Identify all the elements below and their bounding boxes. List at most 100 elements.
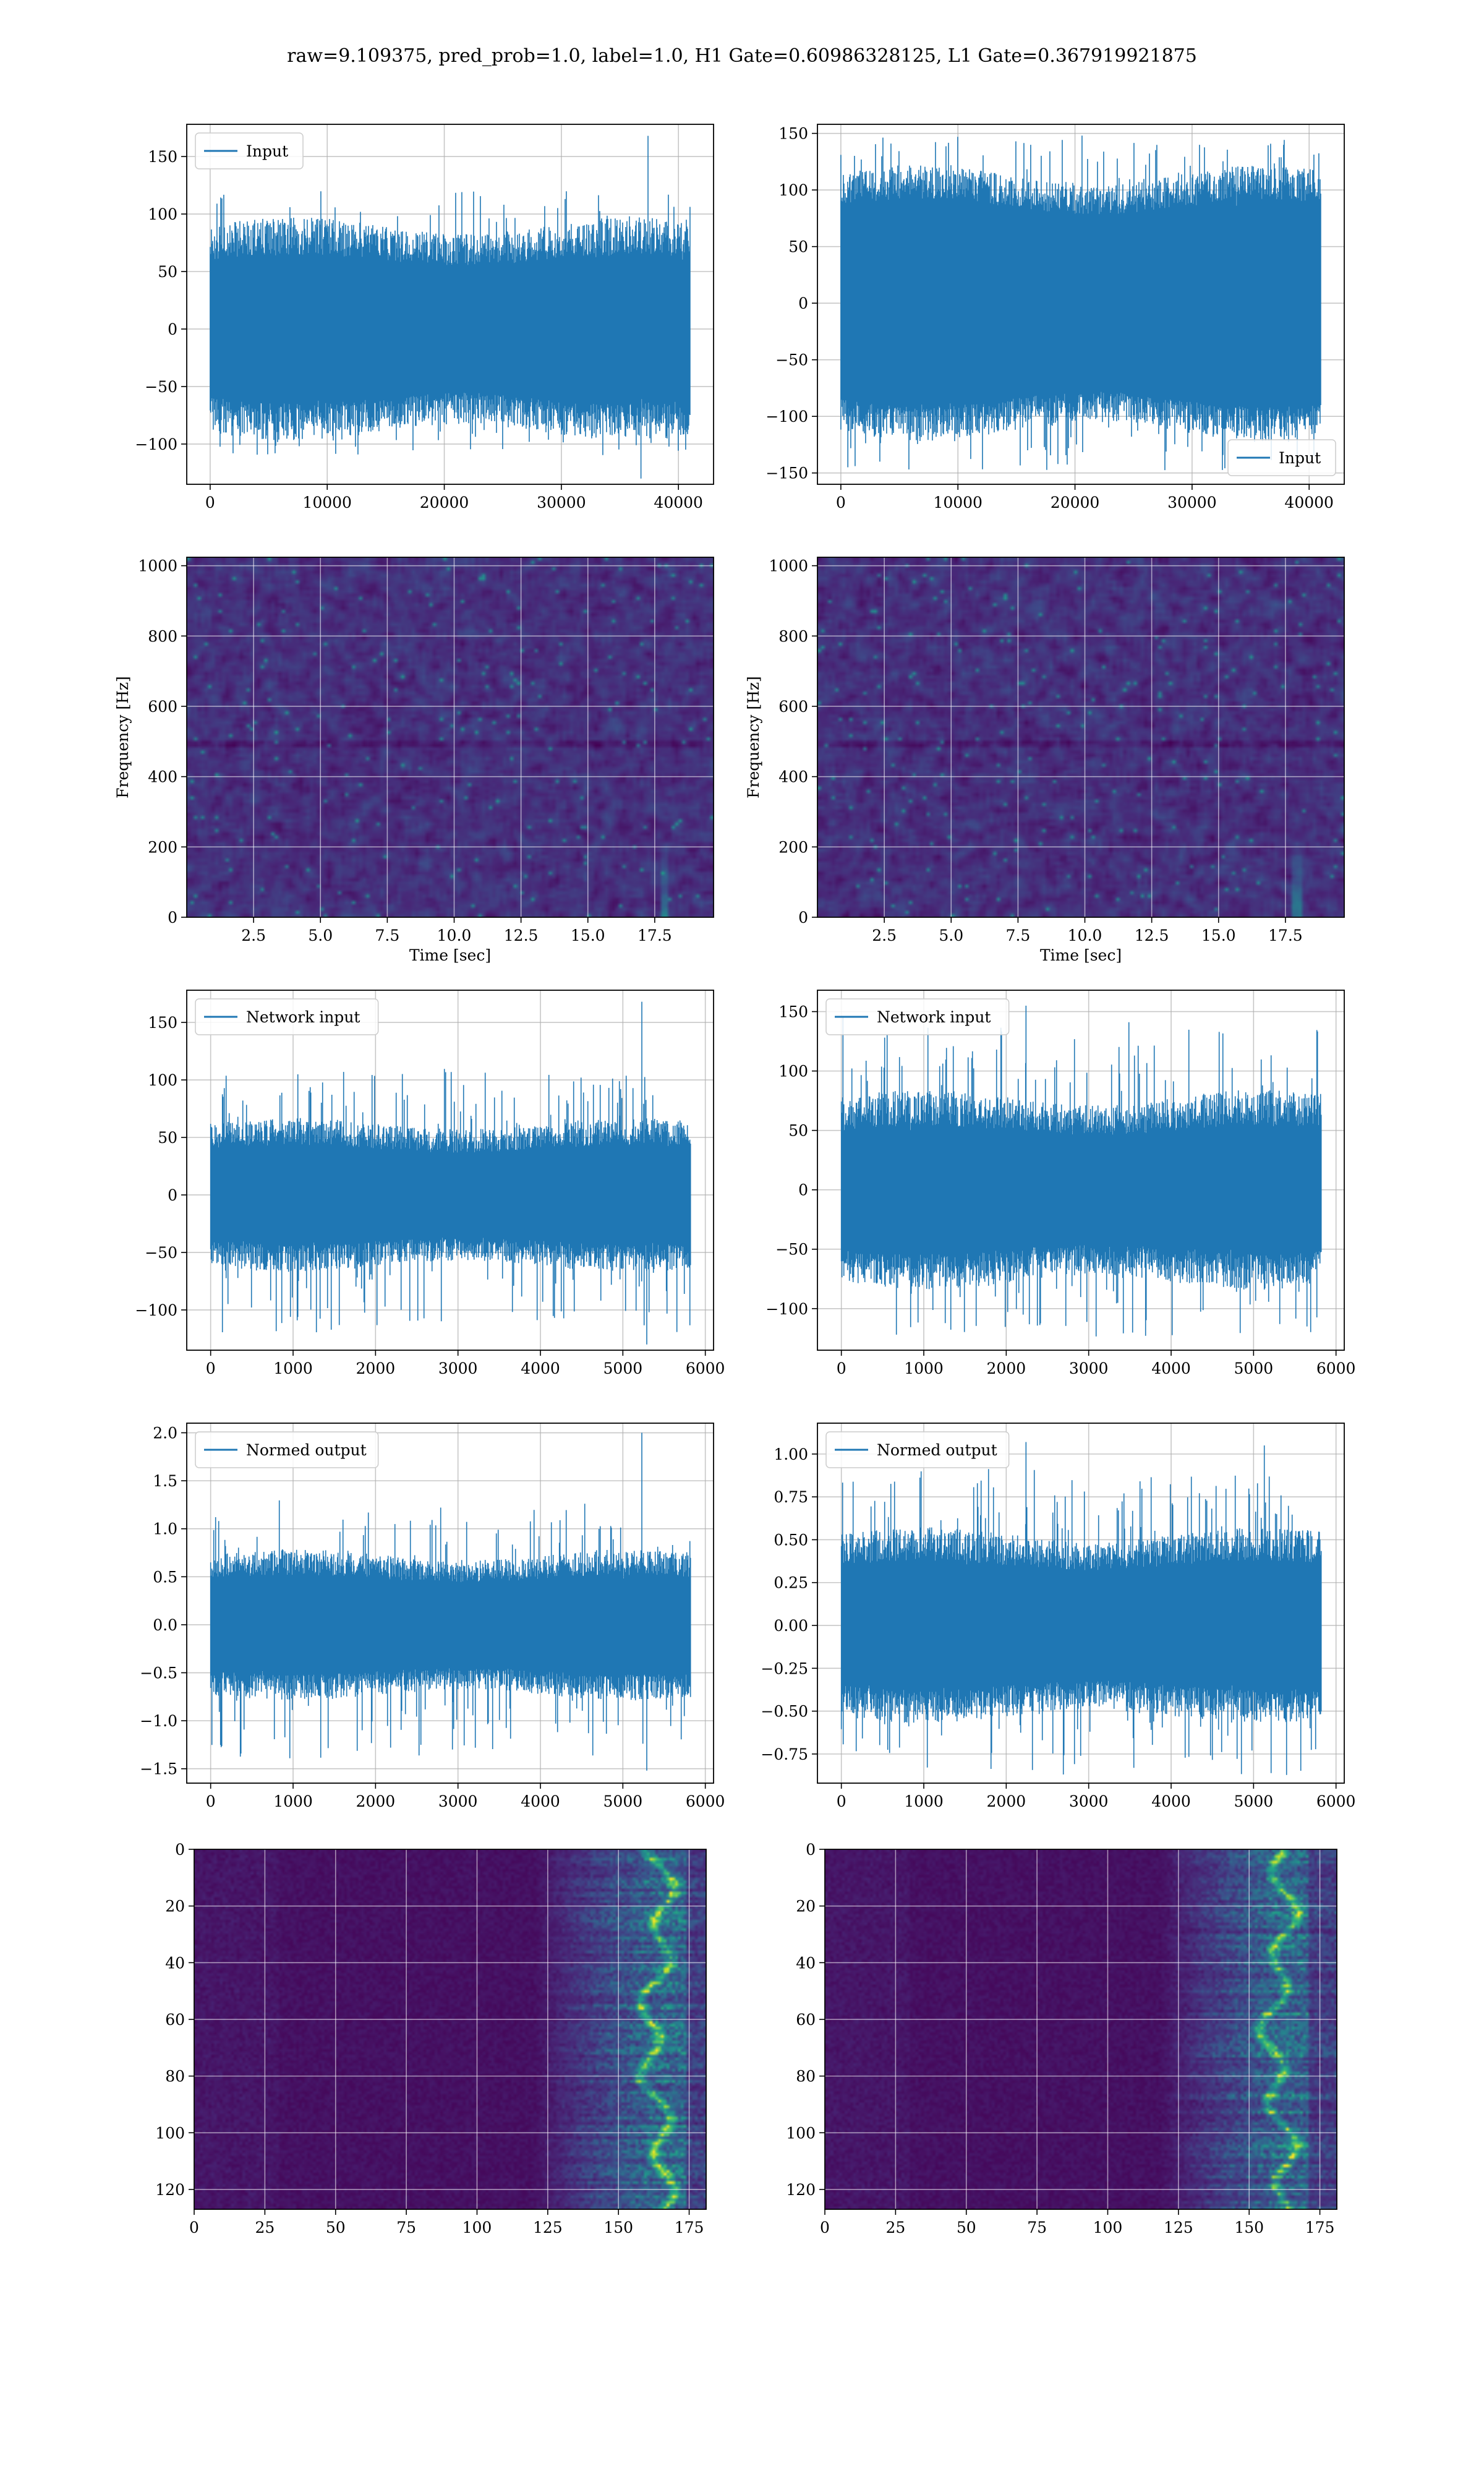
p5-xtick-label-0: 0 (206, 1359, 216, 1377)
p1-xtick-label-2: 20000 (420, 494, 469, 511)
p8-series-line (840, 1442, 1322, 1775)
p4-xlabel: Time [sec] (1040, 946, 1122, 964)
p5-ytick-label-4: 100 (148, 1071, 177, 1089)
p4-ytick-label-5: 1000 (769, 557, 808, 575)
p9-ytick-label-1: 20 (165, 1898, 185, 1915)
p8-xtick-label-0: 0 (837, 1792, 846, 1810)
p2-series-line (840, 135, 1321, 471)
p1-xtick-label-3: 30000 (537, 494, 586, 511)
p9-ytick-label-0: 0 (175, 1841, 185, 1859)
p9-ytick-label-4: 80 (165, 2068, 185, 2086)
p10-xtick-label-5: 125 (1164, 2219, 1193, 2236)
p8-xtick-label-2: 2000 (987, 1792, 1026, 1810)
p5-ytick-label-5: 150 (148, 1014, 177, 1032)
p8-ytick-label-4: 0.25 (774, 1574, 808, 1592)
p4-ylabel: Frequency [Hz] (744, 676, 762, 798)
p3-xtick-label-4: 12.5 (504, 927, 539, 944)
p6-ytick-label-5: 150 (778, 1003, 808, 1021)
p2-xtick-label-3: 30000 (1167, 494, 1217, 511)
p10-ytick-label-4: 80 (796, 2068, 816, 2086)
p9-panel: 0 25 50 75 100 125 150 175 0 20 40 60 80 100 120 (155, 1841, 707, 2236)
p5-frame (186, 990, 714, 1351)
p5-ytick-label-0: −100 (135, 1301, 177, 1319)
p4-xtick-label-3: 10.0 (1068, 927, 1102, 944)
p6-series-line (840, 1006, 1322, 1337)
p6-legend-box (825, 998, 1010, 1035)
p1-xtick-label-0: 0 (205, 494, 215, 511)
p4-xtick-label-2: 7.5 (1005, 927, 1030, 944)
p2-ytick-label-3: 0 (798, 294, 808, 312)
p2-panel: Input 0 10000 20000 30000 40000 −150 −100 −50 0 50… (765, 124, 1345, 511)
p9-ytick-label-6: 120 (155, 2181, 185, 2199)
p8-legend-box (825, 1431, 1010, 1468)
p2-ytick-label-0: −150 (765, 464, 808, 482)
p10-xtick-label-4: 100 (1093, 2219, 1123, 2236)
p9-ytick-label-5: 100 (155, 2124, 185, 2142)
p4-ytick-label-4: 800 (778, 627, 808, 645)
p7-xtick-label-4: 4000 (521, 1792, 560, 1810)
p4-xtick-label-0: 2.5 (872, 927, 897, 944)
p6-xtick-label-6: 6000 (1316, 1359, 1356, 1377)
p3-ytick-label-3: 600 (148, 698, 177, 716)
p8-ytick-label-3: 0.00 (774, 1617, 808, 1635)
p8-panel: Normed output 0 1000 2000 3000 4000 5000 6000 −0… (761, 1423, 1355, 1810)
p4-ytick-label-0: 0 (798, 909, 808, 927)
p10-xtick-label-7: 175 (1305, 2219, 1335, 2236)
p10-xtick-label-2: 50 (957, 2219, 976, 2236)
p4-xtick-label-5: 15.0 (1201, 927, 1236, 944)
p10-ytick-label-2: 40 (796, 1954, 816, 1972)
p9-ytick-label-3: 60 (165, 2011, 185, 2029)
p2-xtick-label-1: 10000 (933, 494, 983, 511)
p2-ytick-label-6: 150 (778, 125, 808, 143)
p8-ytick-label-5: 0.50 (774, 1531, 808, 1549)
p3-xtick-label-2: 7.5 (375, 927, 399, 944)
p7-ytick-label-6: 1.5 (153, 1472, 177, 1490)
p6-ytick-label-3: 50 (788, 1122, 808, 1140)
p1-legend-box (195, 132, 304, 169)
p10-frame (824, 1849, 1337, 2210)
p8-frame (817, 1423, 1345, 1784)
p2-xtick-label-0: 0 (836, 494, 846, 511)
p1-ytick-label-2: 0 (168, 320, 177, 338)
p2-xtick-label-4: 40000 (1284, 494, 1334, 511)
p10-ytick-label-0: 0 (806, 1841, 816, 1859)
p8-ytick-label-7: 1.00 (774, 1445, 808, 1463)
p10-ytick-label-6: 120 (786, 2181, 816, 2199)
p3-ytick-label-5: 1000 (138, 557, 177, 575)
p7-xtick-label-0: 0 (206, 1792, 216, 1810)
p6-xtick-label-1: 1000 (904, 1359, 944, 1377)
p6-ytick-label-1: −50 (775, 1241, 808, 1259)
p9-xtick-label-1: 25 (255, 2219, 275, 2236)
p5-xtick-label-2: 2000 (356, 1359, 396, 1377)
p10-xtick-label-1: 25 (885, 2219, 905, 2236)
p10-ytick-label-5: 100 (786, 2124, 816, 2142)
p7-ytick-label-2: −0.5 (140, 1664, 177, 1682)
p6-xtick-label-3: 3000 (1069, 1359, 1109, 1377)
p2-ytick-label-5: 100 (778, 181, 808, 199)
p1-xtick-label-1: 10000 (302, 494, 352, 511)
p3-heatmap-image (187, 557, 714, 917)
p9-xtick-label-6: 150 (603, 2219, 633, 2236)
p10-panel: 0 25 50 75 100 125 150 175 0 20 40 60 80 100 120 (786, 1841, 1337, 2236)
p10-ytick-label-3: 60 (796, 2011, 816, 2029)
p7-ytick-label-0: −1.5 (140, 1760, 177, 1778)
p4-ytick-label-1: 200 (778, 838, 808, 856)
p3-xtick-label-3: 10.0 (437, 927, 472, 944)
p5-ytick-label-2: 0 (168, 1186, 177, 1204)
p3-xtick-label-6: 17.5 (638, 927, 672, 944)
p6-xtick-label-4: 4000 (1151, 1359, 1191, 1377)
p5-ytick-label-1: −50 (145, 1244, 177, 1262)
p3-ytick-label-0: 0 (168, 909, 177, 927)
figure-title: raw=9.109375, pred_prob=1.0, label=1.0, … (287, 45, 1197, 67)
p3-xlabel: Time [sec] (409, 946, 491, 964)
p2-legend-box (1227, 439, 1336, 476)
p9-xtick-label-7: 175 (675, 2219, 704, 2236)
p7-legend: Normed output (195, 1431, 379, 1468)
p8-ytick-label-6: 0.75 (774, 1488, 808, 1506)
p1-ytick-label-1: −50 (145, 378, 177, 396)
p10-xtick-label-6: 150 (1234, 2219, 1264, 2236)
p5-xtick-label-5: 5000 (603, 1359, 643, 1377)
